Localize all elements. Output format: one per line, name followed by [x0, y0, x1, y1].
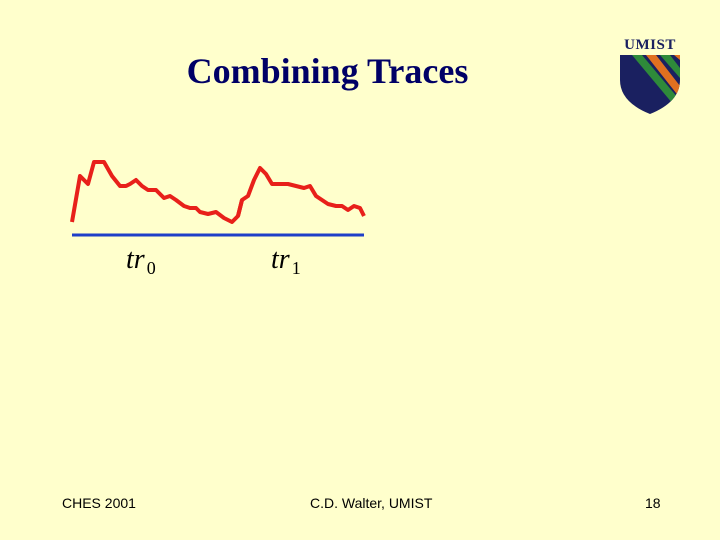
shield-icon — [620, 55, 680, 114]
trace-label-tr0: tr 0 — [126, 244, 156, 278]
trace-label-tr0-base: tr — [126, 244, 145, 275]
footer-slide-number: 18 — [645, 495, 661, 511]
trace-tr0 — [70, 160, 244, 224]
footer-conference: CHES 2001 — [62, 495, 136, 511]
trace-tr1 — [236, 166, 366, 217]
umist-logo: UMIST — [612, 36, 688, 116]
trace-label-tr1-sub: 1 — [291, 258, 301, 278]
footer-author: C.D. Walter, UMIST — [310, 495, 433, 511]
trace-label-tr0-sub: 0 — [146, 258, 156, 278]
logo-text: UMIST — [624, 37, 676, 53]
trace-label-tr1: tr 1 — [271, 244, 301, 278]
slide-title: Combining Traces — [186, 51, 469, 91]
trace-label-tr1-base: tr — [271, 244, 290, 275]
trace-plot — [70, 160, 366, 237]
